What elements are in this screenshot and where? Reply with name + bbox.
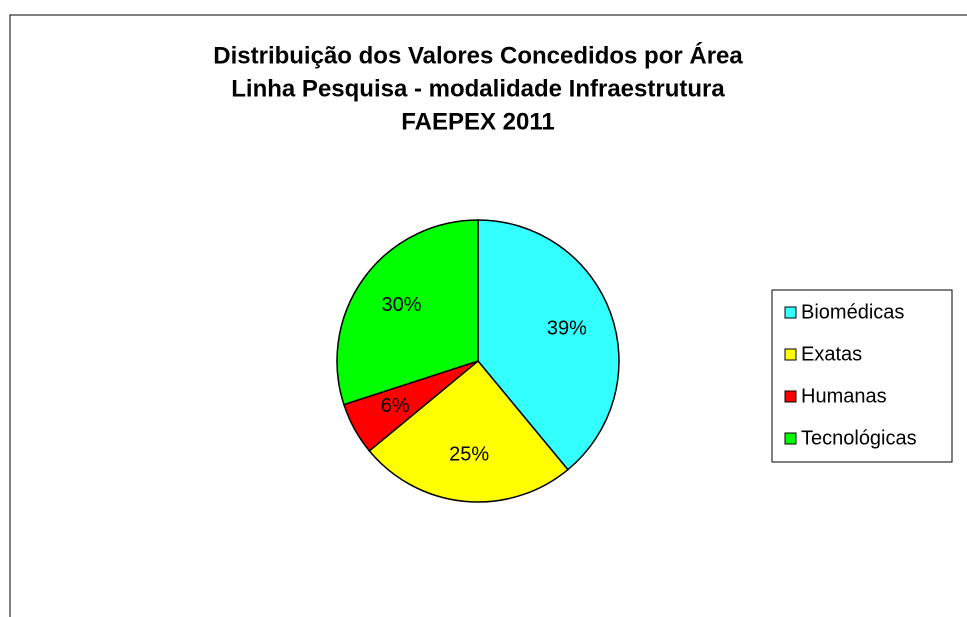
data-label: 39% [547, 317, 587, 339]
chart-title: FAEPEX 2011 [401, 108, 554, 135]
data-label: 25% [449, 443, 489, 465]
legend-swatch [784, 390, 797, 403]
legend-label: Biomédicas [801, 301, 904, 323]
chart-frame [9, 14, 967, 617]
legend-swatch [784, 348, 797, 361]
legend-label: Tecnológicas [801, 427, 917, 449]
legend-label: Humanas [801, 385, 887, 407]
data-label: 6% [381, 395, 410, 417]
legend-swatch [784, 432, 797, 445]
legend-swatch [784, 306, 797, 319]
pie-slice [336, 219, 479, 406]
data-label: 30% [382, 294, 422, 316]
pie-slice [368, 359, 569, 503]
chart-title: Linha Pesquisa - modalidade Infraestrutu… [231, 75, 725, 102]
chart-title: Distribuição dos Valores Concedidos por … [213, 41, 743, 69]
pie-slice [477, 219, 620, 471]
legend-box [771, 289, 953, 463]
legend-label: Exatas [801, 343, 862, 365]
